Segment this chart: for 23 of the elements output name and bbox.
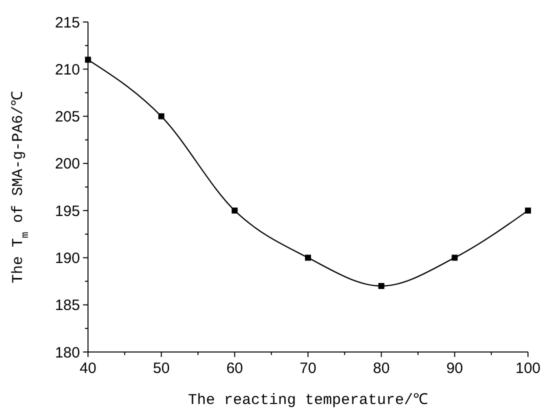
point: [305, 254, 311, 261]
x-tick-label: 80: [372, 360, 390, 377]
x-tick-label: 100: [515, 360, 541, 377]
x-tick-label: 70: [300, 360, 316, 377]
point: [158, 113, 164, 120]
x-tick-label: 60: [226, 360, 244, 377]
x-tick-label: 90: [446, 360, 464, 377]
y-tick-label: 200: [54, 156, 80, 173]
y-tick-label: 210: [54, 61, 80, 78]
y-tick-label: 180: [54, 344, 80, 362]
point: [232, 208, 238, 214]
x-tick-label: 50: [152, 360, 170, 377]
point: [378, 283, 384, 289]
y-tick-label: 205: [54, 108, 80, 126]
x-tick-label: 40: [80, 360, 96, 377]
y-tick-label: 195: [54, 202, 80, 220]
y-tick-label: 215: [54, 14, 80, 32]
point: [85, 56, 91, 63]
x-axis-title: The reacting temperature/℃: [188, 392, 428, 409]
point: [452, 254, 458, 261]
y-tick-label: 185: [54, 297, 80, 314]
y-tick-label: 190: [54, 250, 80, 267]
point: [525, 208, 531, 214]
